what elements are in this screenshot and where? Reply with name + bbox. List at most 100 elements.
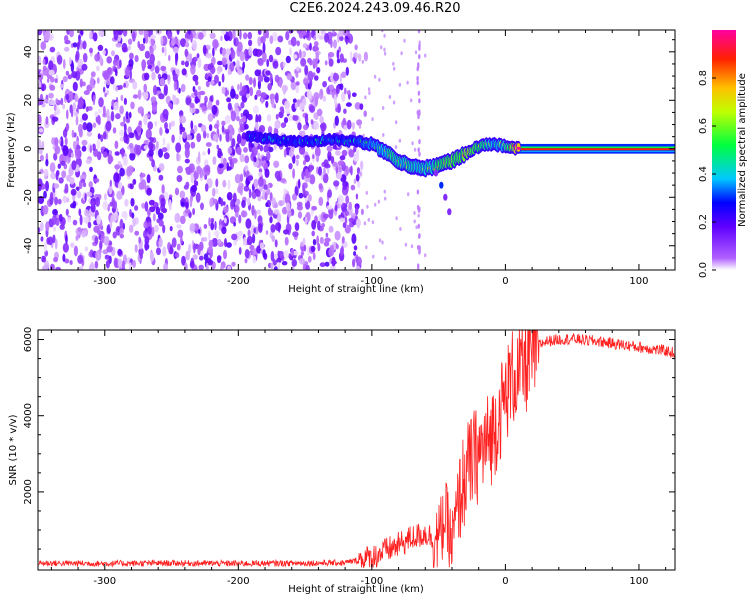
noise-blob bbox=[241, 200, 246, 208]
noise-blob bbox=[174, 212, 181, 224]
noise-blob bbox=[284, 236, 289, 246]
noise-blob bbox=[146, 187, 152, 196]
noise-blob bbox=[260, 92, 267, 99]
noise-blob bbox=[281, 261, 288, 266]
noise-blob bbox=[327, 167, 330, 174]
noise-blob bbox=[404, 242, 408, 247]
noise-blob bbox=[351, 233, 357, 244]
noise-blob bbox=[86, 191, 93, 197]
noise-blob bbox=[78, 123, 83, 134]
noise-blob bbox=[307, 194, 312, 202]
noise-blob bbox=[270, 224, 276, 233]
noise-blob bbox=[294, 222, 300, 232]
noise-blob bbox=[74, 93, 78, 103]
noise-blob bbox=[112, 200, 118, 209]
noise-blob bbox=[265, 100, 269, 108]
noise-blob bbox=[418, 40, 421, 45]
noise-blob bbox=[240, 112, 244, 118]
noise-blob bbox=[81, 63, 88, 71]
noise-blob bbox=[407, 192, 410, 197]
noise-blob bbox=[381, 240, 384, 245]
noise-blob bbox=[41, 140, 45, 151]
y-tick-label: 0 bbox=[23, 146, 34, 152]
x-tick-label: 100 bbox=[629, 576, 648, 587]
noise-blob bbox=[207, 76, 212, 82]
noise-blob bbox=[136, 125, 142, 133]
noise-blob bbox=[165, 128, 170, 134]
noise-blob bbox=[104, 193, 107, 201]
noise-blob bbox=[325, 232, 329, 238]
noise-blob bbox=[281, 108, 285, 114]
noise-blob bbox=[231, 261, 236, 267]
noise-blob bbox=[160, 65, 167, 72]
noise-blob bbox=[295, 159, 299, 167]
noise-blob bbox=[318, 166, 322, 176]
noise-blob bbox=[163, 84, 168, 93]
noise-blob bbox=[313, 35, 317, 41]
noise-blob bbox=[395, 120, 398, 125]
noise-blob bbox=[198, 151, 201, 162]
noise-blob bbox=[176, 243, 181, 251]
noise-blob bbox=[143, 83, 147, 93]
noise-blob bbox=[172, 73, 178, 82]
noise-blob bbox=[418, 139, 421, 145]
noise-blob bbox=[291, 259, 297, 267]
noise-blob bbox=[314, 58, 318, 68]
noise-blob bbox=[416, 66, 419, 72]
noise-blob bbox=[67, 155, 71, 163]
noise-blob bbox=[221, 86, 226, 94]
noise-blob bbox=[225, 131, 230, 142]
noise-blob bbox=[98, 97, 104, 108]
y-tick-label: 20 bbox=[23, 94, 34, 107]
noise-blob bbox=[89, 31, 93, 40]
noise-blob bbox=[190, 184, 198, 193]
noise-blob bbox=[336, 32, 340, 43]
noise-blob bbox=[323, 159, 329, 167]
noise-blob bbox=[342, 184, 348, 190]
spectrogram-frame bbox=[37, 29, 676, 271]
noise-blob bbox=[54, 196, 59, 206]
noise-blob bbox=[418, 233, 421, 239]
snr-series-line bbox=[38, 330, 675, 568]
noise-blob bbox=[53, 183, 60, 189]
noise-blob bbox=[197, 57, 202, 69]
noise-blob bbox=[102, 131, 107, 140]
noise-blob bbox=[274, 170, 281, 180]
noise-blob bbox=[331, 260, 337, 265]
colorbar-tick-label: 0.2 bbox=[698, 214, 709, 230]
noise-blob bbox=[287, 210, 292, 218]
noise-blob bbox=[75, 115, 79, 126]
noise-blob bbox=[354, 206, 359, 216]
noise-blob bbox=[111, 50, 115, 57]
noise-blob bbox=[103, 72, 110, 79]
noise-blob bbox=[202, 151, 206, 156]
noise-blob bbox=[138, 30, 144, 36]
noise-blob bbox=[204, 183, 209, 192]
noise-blob bbox=[40, 41, 47, 51]
noise-blob bbox=[310, 119, 314, 125]
noise-blob bbox=[54, 78, 58, 83]
noise-blob bbox=[207, 259, 214, 266]
noise-blob bbox=[217, 60, 223, 66]
noise-blob bbox=[77, 190, 82, 199]
noise-blob bbox=[343, 108, 347, 114]
noise-blob bbox=[274, 120, 281, 129]
noise-blob bbox=[104, 254, 110, 260]
noise-blob bbox=[212, 156, 217, 165]
noise-blob bbox=[179, 190, 186, 199]
noise-blob bbox=[196, 133, 202, 143]
noise-blob bbox=[395, 216, 398, 221]
noise-blob bbox=[354, 44, 358, 51]
noise-blob bbox=[168, 199, 172, 211]
noise-blob bbox=[138, 43, 145, 52]
x-tick-label: 100 bbox=[629, 276, 648, 287]
noise-blob bbox=[227, 146, 233, 155]
noise-blob bbox=[89, 47, 93, 54]
noise-blob bbox=[106, 89, 109, 96]
noise-blob bbox=[143, 221, 148, 229]
noise-blob bbox=[339, 247, 344, 256]
noise-blob bbox=[103, 235, 110, 246]
noise-blob bbox=[255, 189, 261, 197]
noise-blob bbox=[275, 113, 279, 120]
noise-blob bbox=[62, 253, 66, 262]
